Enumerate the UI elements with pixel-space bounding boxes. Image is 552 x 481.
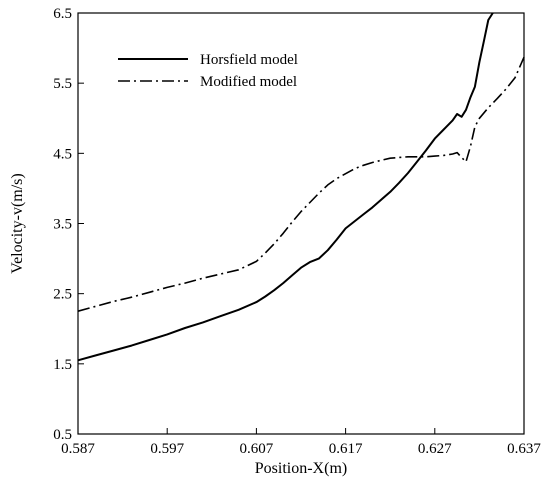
x-axis-label: Position-X(m) (255, 460, 347, 477)
x-tick-label: 0.617 (329, 441, 363, 457)
y-tick-label: 3.5 (53, 217, 72, 233)
y-tick-label: 0.5 (53, 427, 72, 443)
y-tick-label: 1.5 (53, 357, 72, 373)
legend-label-0: Horsfield model (200, 52, 298, 68)
series-line-modified-model (77, 56, 525, 312)
x-tick-label: 0.597 (150, 441, 184, 457)
series-line-horsfield-model (77, 12, 494, 362)
y-axis-label: Velocity-v(m/s) (9, 173, 26, 273)
y-tick-label: 4.5 (53, 146, 72, 162)
x-tick-label: 0.637 (507, 441, 541, 457)
x-tick-label: 0.627 (418, 441, 452, 457)
y-tick-label: 2.5 (53, 287, 72, 303)
series-layer (77, 12, 525, 362)
y-tick-label: 5.5 (53, 76, 72, 92)
legend: Horsfield model Modified model (118, 52, 298, 90)
x-tick-label: 0.587 (61, 441, 95, 457)
y-tick-label: 6.5 (53, 6, 72, 22)
x-tick-label: 0.607 (240, 441, 274, 457)
ticks-layer: 0.587 0.597 0.607 0.617 0.627 0.637 0.5 1.5 2.5 3… (53, 6, 541, 457)
plot-frame (77, 12, 525, 435)
legend-label-1: Modified model (200, 74, 297, 90)
